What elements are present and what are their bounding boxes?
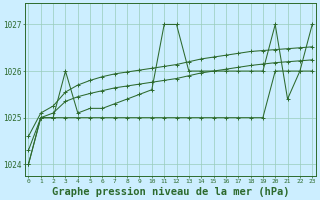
X-axis label: Graphe pression niveau de la mer (hPa): Graphe pression niveau de la mer (hPa)	[52, 186, 289, 197]
